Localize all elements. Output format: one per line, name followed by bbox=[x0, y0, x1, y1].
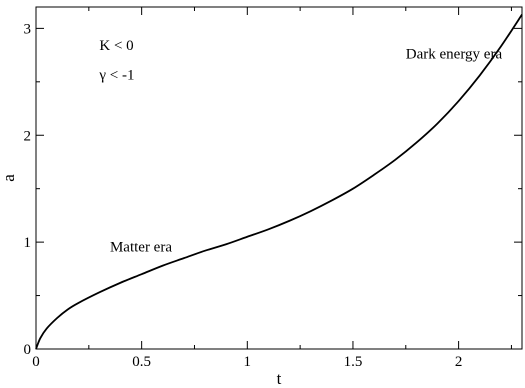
annotation-label: γ < -1 bbox=[98, 68, 134, 84]
series-line bbox=[35, 13, 523, 350]
x-tick-label: 0.5 bbox=[132, 354, 151, 370]
x-tick-label: 2 bbox=[455, 354, 463, 370]
y-tick-label: 2 bbox=[24, 128, 32, 144]
x-axis-title: t bbox=[277, 369, 282, 388]
y-tick-label: 3 bbox=[24, 21, 32, 37]
y-tick-label: 0 bbox=[24, 342, 32, 358]
plot-frame bbox=[35, 6, 523, 350]
x-tick-label: 1 bbox=[244, 354, 252, 370]
x-tick-label: 1.5 bbox=[344, 354, 363, 370]
annotation-label: Dark energy era bbox=[406, 46, 503, 62]
y-axis-title: a bbox=[0, 174, 18, 182]
y-tick-label: 1 bbox=[24, 235, 32, 251]
tick-marks bbox=[35, 7, 522, 350]
annotation-label: Matter era bbox=[110, 240, 172, 256]
annotation-label: K < 0 bbox=[99, 38, 133, 54]
tick-labels: 0 0.5 1 1.5 2 0 1 2 3 bbox=[24, 21, 463, 370]
x-tick-label: 0 bbox=[32, 354, 40, 370]
annotations: K < 0 γ < -1 Dark energy era Matter era bbox=[98, 38, 502, 256]
